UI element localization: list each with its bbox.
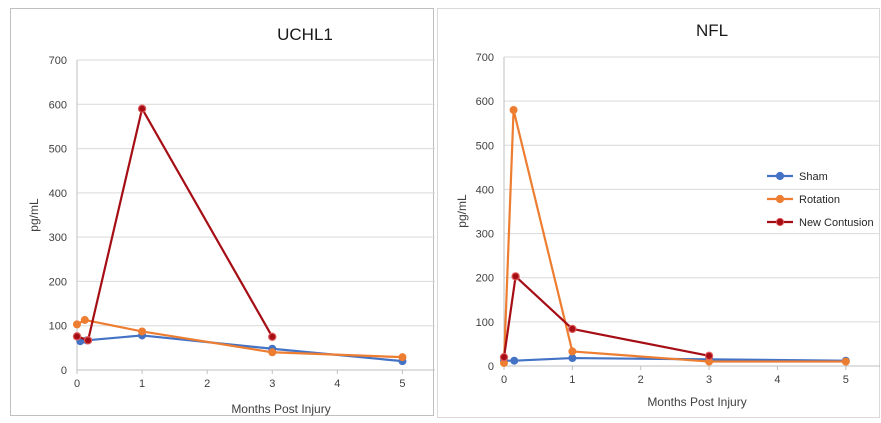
uchl1-series-rotation-point-3 bbox=[268, 348, 277, 357]
nfl-ytick-500: 500 bbox=[476, 140, 494, 152]
uchl1-series-new-contusion-point-1 bbox=[83, 336, 93, 345]
nfl-legend-marker-rotation bbox=[775, 194, 785, 204]
uchl1-x-axis-label: Months Post Injury bbox=[231, 402, 330, 416]
uchl1-ytick-600: 600 bbox=[49, 99, 67, 111]
nfl-ytick-300: 300 bbox=[476, 229, 494, 241]
nfl-xtick-2: 2 bbox=[638, 374, 644, 386]
uchl1-series-new-contusion-line bbox=[76, 107, 274, 342]
uchl1-xtick-1: 1 bbox=[139, 378, 145, 390]
uchl1-series-rotation-point-0 bbox=[73, 320, 82, 329]
nfl-xtick-4: 4 bbox=[774, 374, 780, 386]
nfl-y-axis-label: pg/mL bbox=[455, 194, 469, 228]
nfl-ytick-200: 200 bbox=[476, 273, 494, 285]
nfl-ytick-100: 100 bbox=[476, 317, 494, 329]
uchl1-chart-title: UCHL1 bbox=[277, 25, 333, 44]
uchl1-ytick-300: 300 bbox=[49, 232, 67, 244]
nfl-ytick-600: 600 bbox=[476, 96, 494, 108]
uchl1-series-rotation-point-1 bbox=[80, 315, 89, 324]
nfl-xtick-5: 5 bbox=[843, 374, 849, 386]
nfl-series-rotation-point-4 bbox=[841, 357, 850, 366]
uchl1-ytick-0: 0 bbox=[61, 365, 67, 377]
uchl1-xtick-3: 3 bbox=[269, 378, 275, 390]
nfl-xtick-0: 0 bbox=[501, 374, 507, 386]
nfl-series-rotation-line bbox=[502, 108, 846, 363]
nfl-legend-marker-sham bbox=[775, 171, 785, 181]
nfl-xtick-3: 3 bbox=[706, 374, 712, 386]
nfl-ytick-700: 700 bbox=[476, 52, 494, 64]
nfl-series-new-contusion-point-1 bbox=[511, 272, 520, 281]
nfl-chart-panel bbox=[437, 8, 880, 418]
uchl1-series-new-contusion-point-0 bbox=[72, 332, 82, 341]
nfl-x-axis-label: Months Post Injury bbox=[647, 395, 746, 409]
uchl1-xtick-2: 2 bbox=[204, 378, 210, 390]
uchl1-ytick-200: 200 bbox=[49, 276, 67, 288]
uchl1-xtick-4: 4 bbox=[334, 378, 340, 390]
nfl-legend-marker-new-contusion bbox=[775, 217, 785, 227]
uchl1-series-new-contusion-point-3 bbox=[268, 332, 277, 341]
nfl-xtick-1: 1 bbox=[569, 374, 575, 386]
uchl1-series-new-contusion-point-2 bbox=[137, 104, 147, 113]
uchl1-xtick-5: 5 bbox=[399, 378, 405, 390]
nfl-chart-title: NFL bbox=[696, 21, 728, 40]
uchl1-ytick-100: 100 bbox=[49, 321, 67, 333]
nfl-legend-label-sham: Sham bbox=[799, 171, 828, 183]
nfl-series-new-contusion-line bbox=[502, 275, 710, 358]
uchl1-ytick-500: 500 bbox=[49, 144, 67, 156]
nfl-series-new-contusion-point-2 bbox=[568, 324, 577, 334]
nfl-ytick-0: 0 bbox=[488, 361, 494, 373]
nfl-series-rotation-point-1 bbox=[509, 105, 518, 114]
uchl1-y-axis-label: pg/mL bbox=[27, 198, 41, 232]
nfl-series-rotation-point-2 bbox=[568, 347, 577, 356]
uchl1-xtick-0: 0 bbox=[74, 378, 80, 390]
nfl-series-sham-point-2 bbox=[568, 354, 577, 363]
nfl-series-new-contusion-point-3 bbox=[704, 351, 714, 361]
nfl-legend-label-new-contusion: New Contusion bbox=[799, 217, 874, 229]
nfl-series-new-contusion-point-0 bbox=[499, 352, 509, 362]
nfl-series-sham-point-1 bbox=[510, 356, 519, 365]
nfl-ytick-400: 400 bbox=[476, 184, 494, 196]
uchl1-series-rotation-point-4 bbox=[398, 353, 407, 362]
uchl1-series-rotation-point-2 bbox=[138, 327, 147, 336]
uchl1-ytick-700: 700 bbox=[49, 55, 67, 67]
uchl1-ytick-400: 400 bbox=[49, 188, 67, 200]
uchl1-chart-panel bbox=[10, 8, 434, 416]
nfl-legend-label-rotation: Rotation bbox=[799, 194, 840, 206]
